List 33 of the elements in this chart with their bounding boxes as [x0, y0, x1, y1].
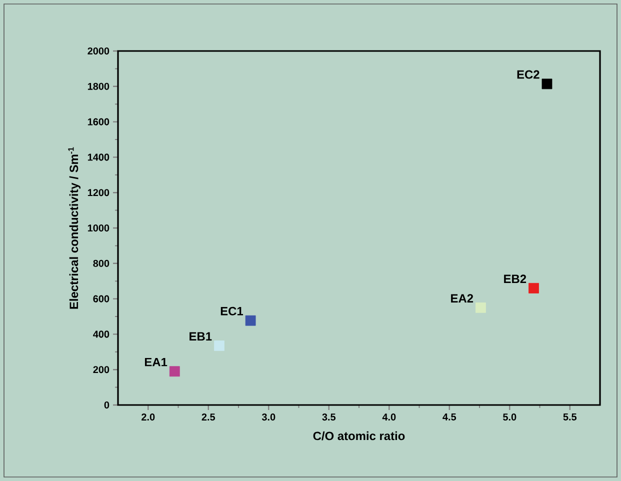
series-label: EA1: [144, 358, 168, 366]
y-tick-label: 0: [104, 401, 110, 409]
point: [476, 302, 486, 313]
x-tick-label: 5.5: [563, 413, 577, 420]
series-label: EB1: [190, 332, 212, 341]
point: [528, 282, 539, 294]
series-label: EC2: [517, 70, 540, 79]
y-tick-label: 1400: [88, 154, 110, 161]
point: [542, 78, 552, 90]
y-tick-label: 1000: [88, 224, 110, 232]
x-tick-label: 2.5: [202, 414, 216, 421]
x-tick-label: 4.5: [442, 413, 456, 420]
y-tick-label: 2000: [88, 47, 110, 55]
x-tick-label: 2.0: [142, 414, 155, 421]
y-axis-title: Electrical conductivity / Sm$^{-1}$: [68, 147, 80, 309]
series-label: EC1: [220, 306, 244, 316]
point: [214, 340, 224, 351]
y-tick-label: 800: [93, 260, 110, 267]
y-tick-label: 1800: [88, 82, 110, 90]
y-tick-label: 600: [93, 295, 110, 302]
y-tick-label: 400: [93, 330, 110, 338]
point: [245, 315, 256, 326]
y-tick-label: 200: [93, 366, 110, 374]
series-label: EB2: [504, 274, 526, 283]
x-tick-label: 3.0: [262, 414, 276, 421]
point: [169, 366, 180, 377]
y-tick-label: 1600: [88, 118, 110, 126]
series-label: EA2: [451, 294, 474, 302]
x-axis-title: C/O atomic ratio: [313, 431, 405, 440]
y-tick-label: 1200: [88, 189, 110, 196]
x-tick-label: 5.0: [503, 414, 516, 421]
x-tick-label: 3.5: [322, 414, 336, 421]
x-tick-label: 4.0: [382, 414, 396, 421]
